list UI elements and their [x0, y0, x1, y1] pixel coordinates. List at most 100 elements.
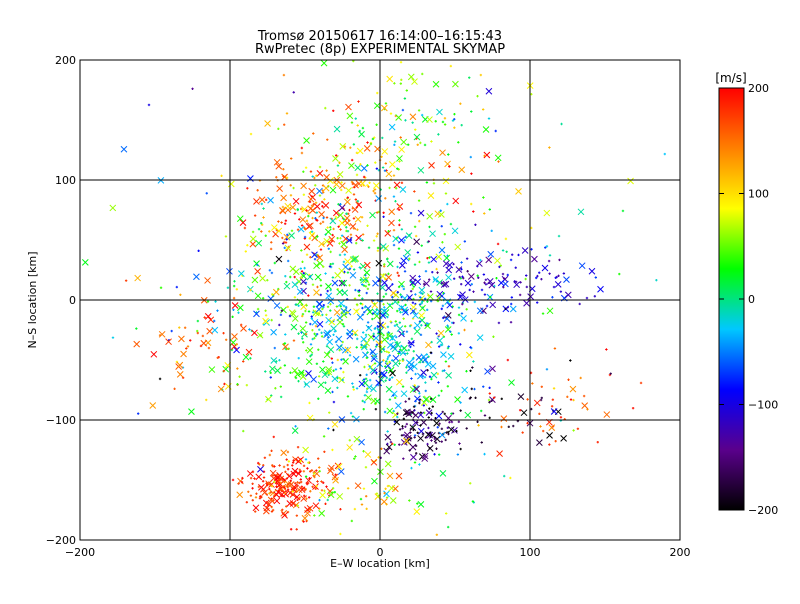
data-point-cross [422, 396, 430, 403]
data-point-plus [348, 284, 351, 287]
data-point-cross [358, 130, 365, 138]
data-point-cross [344, 198, 351, 206]
data-point-plus [325, 169, 328, 172]
data-point-plus [401, 285, 404, 288]
data-point-plus [555, 275, 558, 279]
data-point-plus [466, 270, 469, 273]
data-point-plus [340, 188, 343, 192]
data-point-plus [289, 157, 293, 160]
data-point-plus [436, 372, 440, 376]
data-point-plus [469, 396, 472, 399]
data-point-cross [120, 145, 128, 153]
data-point-plus [310, 353, 313, 356]
data-point-plus [197, 249, 200, 253]
data-point-plus [366, 141, 369, 144]
data-point-plus [205, 192, 208, 195]
data-point-plus [503, 474, 506, 478]
data-point-plus [312, 305, 316, 308]
data-point-cross [322, 201, 330, 209]
data-point-plus [492, 335, 495, 338]
data-point-plus [388, 186, 391, 190]
data-point-plus [413, 190, 416, 193]
data-point-plus [243, 226, 247, 230]
data-point-cross [380, 498, 388, 506]
data-point-cross [364, 394, 372, 401]
data-point-cross [386, 472, 394, 480]
data-point-cross [325, 366, 333, 373]
data-point-plus [339, 237, 342, 240]
data-point-plus [251, 230, 255, 234]
data-point-cross [413, 385, 420, 393]
data-point-cross [363, 269, 371, 276]
data-point-plus [278, 487, 281, 491]
data-point-plus [367, 283, 371, 286]
data-point-cross [413, 133, 421, 141]
data-point-plus [400, 295, 403, 299]
data-point-cross [295, 457, 302, 465]
data-point-plus [440, 427, 444, 431]
data-point-plus [372, 335, 375, 338]
data-point-cross [165, 338, 172, 346]
data-point-cross [364, 451, 372, 458]
data-point-cross [316, 187, 323, 195]
data-point-cross [81, 259, 89, 266]
data-point-cross [337, 299, 345, 307]
data-point-cross [417, 166, 425, 174]
data-point-plus [285, 176, 289, 180]
data-point-plus [365, 356, 369, 360]
data-point-cross [343, 214, 351, 222]
data-point-plus [396, 412, 399, 415]
data-point-plus [470, 283, 474, 286]
data-point-plus [364, 285, 368, 288]
data-point-plus [328, 411, 331, 414]
data-point-plus [545, 245, 549, 248]
data-point-cross [262, 317, 269, 325]
data-point-plus [322, 265, 325, 268]
data-point-cross [400, 257, 408, 265]
data-point-plus [416, 431, 419, 434]
data-point-cross [338, 267, 346, 275]
data-point-plus [352, 388, 355, 391]
data-point-cross [273, 302, 281, 309]
data-point-plus [412, 341, 415, 344]
data-point-plus [269, 247, 273, 251]
data-point-cross [494, 154, 502, 162]
data-point-cross [388, 123, 396, 131]
data-point-plus [376, 292, 379, 295]
data-point-plus [417, 109, 421, 112]
data-point-plus [396, 265, 399, 269]
data-point-cross [109, 204, 117, 212]
data-point-plus [289, 528, 293, 531]
data-point-plus [359, 237, 362, 241]
data-point-plus [483, 154, 486, 158]
data-point-cross [597, 285, 604, 293]
data-point-plus [343, 145, 347, 148]
data-point-cross [454, 396, 461, 403]
data-point-plus [359, 278, 362, 282]
data-point-cross [332, 476, 339, 484]
data-point-plus [488, 208, 491, 211]
data-point-plus [531, 382, 534, 385]
data-point-plus [304, 228, 307, 231]
data-point-cross [242, 353, 250, 361]
data-point-plus [358, 289, 361, 292]
data-point-plus [397, 300, 400, 304]
data-point-plus [226, 286, 230, 289]
data-point-plus [314, 184, 317, 187]
data-point-cross [319, 491, 326, 499]
data-point-plus [324, 372, 327, 375]
data-point-plus [453, 118, 456, 121]
data-point-cross [332, 155, 339, 162]
data-point-plus [341, 378, 344, 382]
data-point-cross [305, 370, 312, 377]
data-point-cross [311, 318, 319, 326]
data-point-cross [494, 257, 501, 265]
data-point-plus [317, 457, 320, 460]
data-point-plus [349, 238, 353, 242]
data-point-plus [285, 458, 288, 461]
data-point-plus [352, 193, 356, 196]
data-point-plus [355, 303, 359, 306]
data-point-cross [312, 483, 319, 490]
data-point-plus [377, 494, 380, 498]
data-point-cross [290, 323, 298, 331]
